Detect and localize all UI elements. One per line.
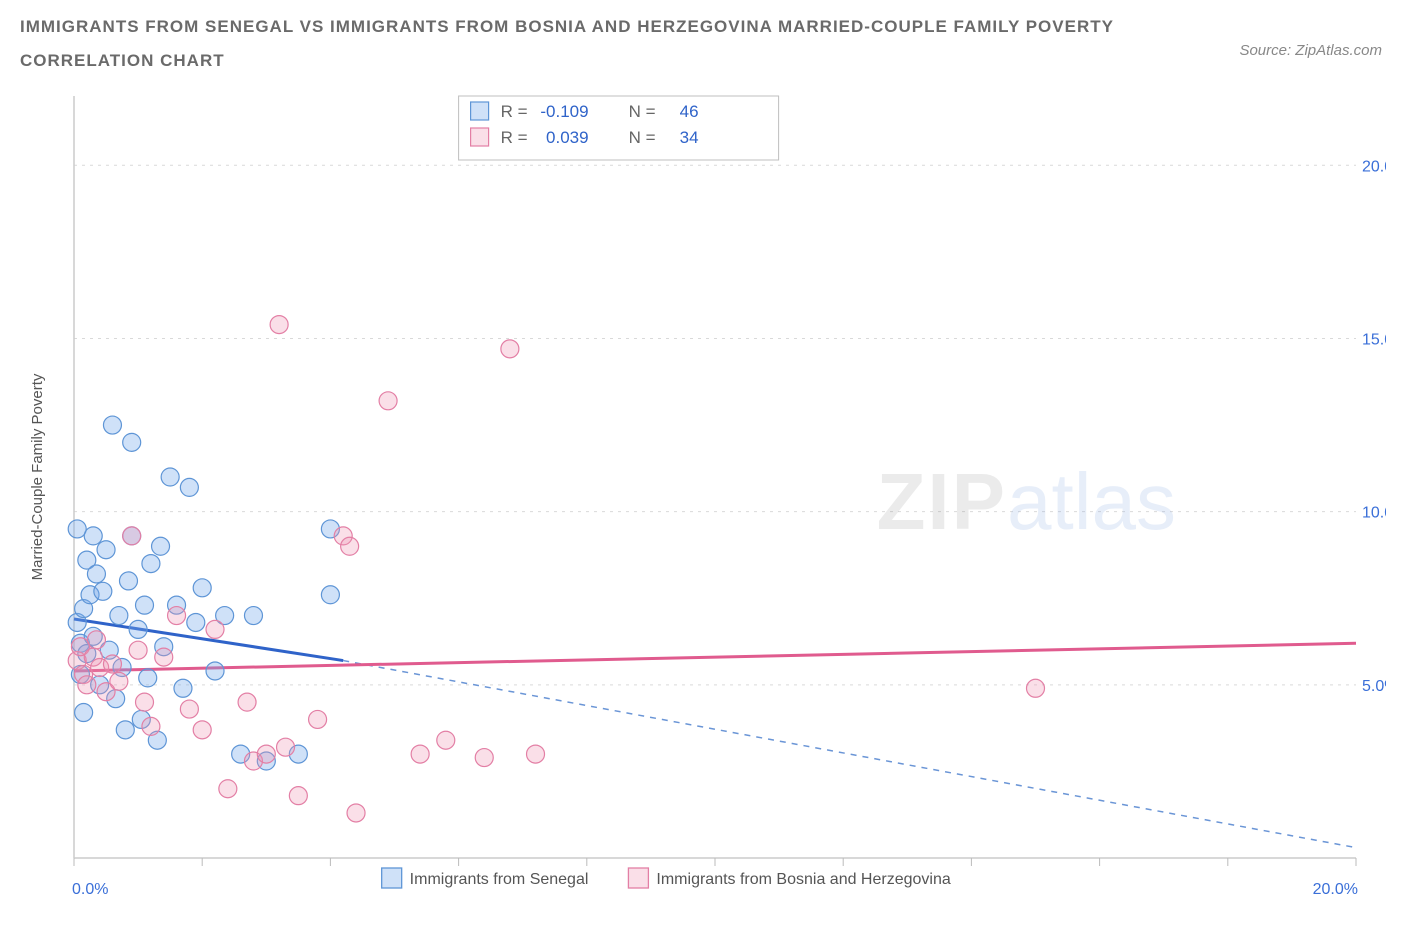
data-point xyxy=(94,582,112,600)
y-tick-label: 10.0% xyxy=(1362,505,1386,522)
data-point xyxy=(174,679,192,697)
data-point xyxy=(136,693,154,711)
data-point xyxy=(1027,679,1045,697)
data-point xyxy=(309,710,327,728)
data-point xyxy=(129,620,147,638)
stat-r-value: -0.109 xyxy=(540,102,588,121)
data-point xyxy=(193,579,211,597)
data-point xyxy=(139,669,157,687)
data-point xyxy=(129,641,147,659)
data-point xyxy=(277,738,295,756)
data-point xyxy=(379,392,397,410)
stats-swatch xyxy=(471,128,489,146)
data-point xyxy=(161,468,179,486)
legend-label: Immigrants from Senegal xyxy=(410,871,589,888)
data-point xyxy=(116,721,134,739)
data-point xyxy=(87,565,105,583)
svg-text:R =: R = xyxy=(501,102,528,121)
data-point xyxy=(270,316,288,334)
data-point xyxy=(103,655,121,673)
y-tick-label: 20.0% xyxy=(1362,158,1386,175)
legend-label: Immigrants from Bosnia and Herzegovina xyxy=(656,871,950,888)
y-tick-label: 5.0% xyxy=(1362,678,1386,695)
data-point xyxy=(180,700,198,718)
data-point xyxy=(123,527,141,545)
data-point xyxy=(187,613,205,631)
data-point xyxy=(411,745,429,763)
correlation-scatter-chart: 5.0% 10.0% 15.0% 20.0% 0.0% 20.0% Married-Coup… xyxy=(20,86,1386,906)
data-point xyxy=(219,780,237,798)
data-point xyxy=(78,676,96,694)
data-point xyxy=(475,749,493,767)
x-min-label: 0.0% xyxy=(72,881,108,898)
data-point xyxy=(84,527,102,545)
svg-text:N =: N = xyxy=(629,128,656,147)
chart-container: 5.0% 10.0% 15.0% 20.0% 0.0% 20.0% Married-Coup… xyxy=(20,86,1386,906)
data-point xyxy=(289,787,307,805)
x-max-label: 20.0% xyxy=(1313,881,1358,898)
data-point xyxy=(68,520,86,538)
data-point xyxy=(168,607,186,625)
legend-swatch xyxy=(382,868,402,888)
data-point xyxy=(123,433,141,451)
stat-r-value: 0.039 xyxy=(546,128,589,147)
data-point xyxy=(75,704,93,722)
y-axis-label: Married-Couple Family Poverty xyxy=(29,373,46,580)
data-point xyxy=(347,804,365,822)
data-point xyxy=(341,537,359,555)
legend-swatch xyxy=(628,868,648,888)
chart-title: IMMIGRANTS FROM SENEGAL VS IMMIGRANTS FR… xyxy=(20,10,1120,78)
svg-text:R =: R = xyxy=(501,128,528,147)
data-point xyxy=(155,648,173,666)
data-point xyxy=(97,541,115,559)
svg-text:N =: N = xyxy=(629,102,656,121)
data-point xyxy=(527,745,545,763)
data-point xyxy=(501,340,519,358)
data-point xyxy=(152,537,170,555)
data-point xyxy=(142,717,160,735)
data-point xyxy=(193,721,211,739)
data-point xyxy=(257,745,275,763)
data-point xyxy=(180,478,198,496)
data-point xyxy=(206,662,224,680)
data-point xyxy=(103,416,121,434)
data-point xyxy=(136,596,154,614)
data-point xyxy=(110,672,128,690)
data-point xyxy=(206,620,224,638)
data-point xyxy=(238,693,256,711)
source-attribution: Source: ZipAtlas.com xyxy=(1239,42,1382,59)
stats-swatch xyxy=(471,102,489,120)
stat-n-value: 46 xyxy=(680,102,699,121)
data-point xyxy=(321,586,339,604)
data-point xyxy=(119,572,137,590)
data-point xyxy=(142,555,160,573)
data-point xyxy=(110,607,128,625)
stat-n-value: 34 xyxy=(680,128,699,147)
data-point xyxy=(244,607,262,625)
data-point xyxy=(87,631,105,649)
data-point xyxy=(437,731,455,749)
y-tick-label: 15.0% xyxy=(1362,331,1386,348)
